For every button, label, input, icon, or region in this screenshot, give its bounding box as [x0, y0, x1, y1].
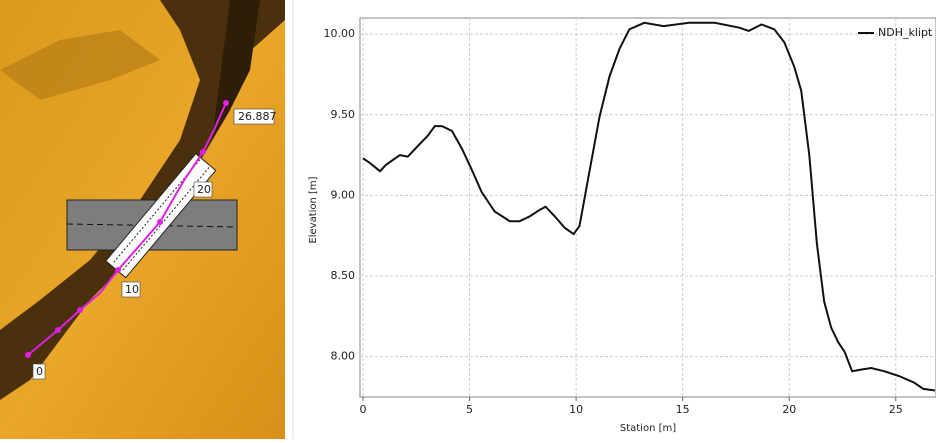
- y-tick-label: 10.00: [324, 27, 356, 40]
- label-text: 0: [36, 365, 43, 378]
- map: 26.887 20 10 0: [0, 0, 285, 439]
- x-tick-label: 5: [466, 403, 473, 416]
- screen: 26.887 20 10 0 Elevation [m] Station [m]…: [0, 0, 936, 439]
- y-tick-label: 9.00: [331, 188, 356, 201]
- y-tick-label: 8.50: [331, 269, 356, 282]
- label-text: 26.887: [238, 110, 277, 123]
- station-label: 0: [33, 364, 45, 379]
- page: 26.887 20 10 0 Elevation [m] Station [m]…: [0, 0, 936, 439]
- vertex: [55, 327, 61, 333]
- x-axis-title: Station [m]: [620, 423, 676, 434]
- vertex: [200, 149, 206, 155]
- y-tick-label: 9.50: [331, 108, 356, 121]
- station-label: 10: [122, 282, 140, 297]
- x-tick-label: 20: [782, 403, 796, 416]
- x-tick-label: 25: [889, 403, 903, 416]
- plot-area: [360, 18, 936, 397]
- station-label: 26.887: [234, 109, 277, 124]
- label-text: 10: [125, 283, 139, 296]
- vertex: [223, 100, 229, 106]
- x-tick-label: 0: [360, 403, 367, 416]
- label-text: 20: [197, 183, 211, 196]
- vertex: [157, 219, 163, 225]
- x-tick-label: 15: [676, 403, 690, 416]
- vertex: [77, 307, 83, 313]
- x-tick-label: 10: [569, 403, 583, 416]
- station-label: 20: [194, 182, 212, 197]
- legend-label: NDH_klipt: [878, 26, 933, 39]
- y-tick-label: 8.00: [331, 350, 356, 363]
- y-axis-title: Elevation [m]: [308, 176, 319, 243]
- vertex: [25, 352, 31, 358]
- vertex: [115, 267, 121, 273]
